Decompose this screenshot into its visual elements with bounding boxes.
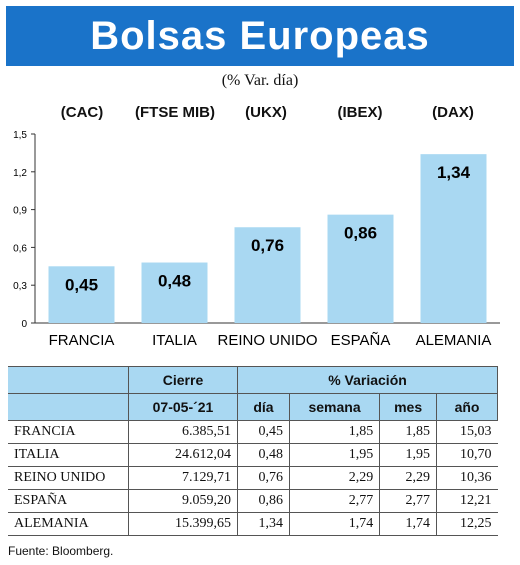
- table-cell-ano: 10,36: [436, 466, 498, 490]
- bar-2: [234, 227, 301, 323]
- category-label: ALEMANIA: [416, 332, 492, 349]
- table-cell-ano: 12,25: [436, 512, 498, 536]
- table-cell-ano: 12,21: [436, 489, 498, 513]
- bar-3: [327, 214, 394, 323]
- table-cell-mes: 1,74: [379, 512, 437, 536]
- table-cell-semana: 1,85: [288, 420, 380, 444]
- table-cell-mes: 2,29: [379, 466, 437, 490]
- table-row: FRANCIA 6.385,51 0,45 1,85 1,85 15,03: [8, 420, 498, 444]
- y-tick-label: 1,5: [13, 130, 27, 141]
- table-header-date: 07-05-´21: [128, 393, 238, 421]
- table-cell-mes: 2,77: [379, 489, 437, 513]
- bar-value-label: 0,86: [344, 224, 377, 243]
- table-cell-dia: 0,45: [237, 420, 290, 444]
- table-cell-name: ITALIA: [8, 443, 129, 467]
- y-tick-label: 0,3: [13, 281, 27, 292]
- table-header-cierre: Cierre: [128, 366, 238, 394]
- table-row: ALEMANIA 15.399,65 1,34 1,74 1,74 12,25: [8, 512, 498, 536]
- category-label: FRANCIA: [49, 332, 115, 349]
- table-cell-dia: 1,34: [237, 512, 290, 536]
- bar-value-label: 0,48: [158, 272, 191, 291]
- index-label-ibex: (IBEX): [337, 104, 383, 121]
- table-cell-ano: 15,03: [436, 420, 498, 444]
- table-header-semana: semana: [288, 393, 381, 421]
- index-label-cac: (CAC): [60, 104, 104, 121]
- table-header-variacion: % Variación: [237, 366, 498, 394]
- category-label: ESPAÑA: [331, 332, 391, 349]
- y-tick-label: 0: [21, 319, 27, 330]
- table-header-row-top: Cierre % Variación: [8, 366, 498, 394]
- chart-subtitle: (% Var. día): [221, 72, 299, 89]
- table-header-mes: mes: [379, 393, 438, 421]
- chart-title: Bolsas Europeas: [6, 6, 514, 66]
- y-tick-label: 0,9: [13, 206, 27, 217]
- table-row: REINO UNIDO 7.129,71 0,76 2,29 2,29 10,36: [8, 466, 498, 490]
- bar-value-label: 1,34: [437, 163, 471, 182]
- table-cell-name: FRANCIA: [8, 420, 129, 444]
- table-cell-semana: 1,95: [288, 443, 380, 467]
- table-cell-name: ALEMANIA: [8, 512, 129, 536]
- table-header-empty-2: [8, 393, 129, 421]
- bar-1: [141, 262, 208, 323]
- table-cell-name: ESPAÑA: [8, 489, 129, 513]
- table-cell-semana: 1,74: [288, 512, 380, 536]
- table-body: FRANCIA 6.385,51 0,45 1,85 1,85 15,03 ITALIA 24…: [8, 420, 498, 536]
- y-tick-label: 1,2: [13, 168, 27, 179]
- table-cell-semana: 2,77: [288, 489, 380, 513]
- source-note: Fuente: Bloomberg.: [8, 544, 114, 558]
- table-cell-cierre: 15.399,65: [128, 512, 238, 536]
- table-header-empty: [8, 366, 129, 394]
- bar-4: [420, 154, 487, 323]
- table-header-dia: día: [237, 393, 290, 421]
- y-tick-label: 0,6: [13, 243, 27, 254]
- bar-chart: 0 0,3 0,6 0,9 1,2 1,5 0,45 FRANCIA 0,48 ITALIA 0,7…: [13, 130, 500, 349]
- table-cell-cierre: 6.385,51: [128, 420, 238, 444]
- table-cell-mes: 1,95: [379, 443, 437, 467]
- category-label: REINO UNIDO: [217, 332, 317, 349]
- table-row: ITALIA 24.612,04 0,48 1,95 1,95 10,70: [8, 443, 498, 467]
- table-cell-mes: 1,85: [379, 420, 437, 444]
- table-header-ano: año: [436, 393, 498, 421]
- index-label-ukx: (UKX): [245, 104, 287, 121]
- table-cell-ano: 10,70: [436, 443, 498, 467]
- table-cell-name: REINO UNIDO: [8, 466, 129, 490]
- table-cell-cierre: 24.612,04: [128, 443, 238, 467]
- index-label-ftse-mib: (FTSE MIB): [135, 104, 215, 121]
- category-label: ITALIA: [152, 332, 197, 349]
- bar-value-label: 0,76: [251, 236, 284, 255]
- table-cell-cierre: 7.129,71: [128, 466, 238, 490]
- table-cell-dia: 0,48: [237, 443, 290, 467]
- table-row: ESPAÑA 9.059,20 0,86 2,77 2,77 12,21: [8, 489, 498, 513]
- table-cell-dia: 0,76: [237, 466, 290, 490]
- table-cell-cierre: 9.059,20: [128, 489, 238, 513]
- table-cell-semana: 2,29: [288, 466, 380, 490]
- bar-0: [48, 266, 115, 323]
- index-label-dax: (DAX): [432, 104, 474, 121]
- table-cell-dia: 0,86: [237, 489, 290, 513]
- data-table: Cierre % Variación 07-05-´21 día semana …: [8, 366, 498, 536]
- bar-value-label: 0,45: [65, 275, 98, 294]
- table-header-row-bottom: 07-05-´21 día semana mes año: [8, 393, 498, 421]
